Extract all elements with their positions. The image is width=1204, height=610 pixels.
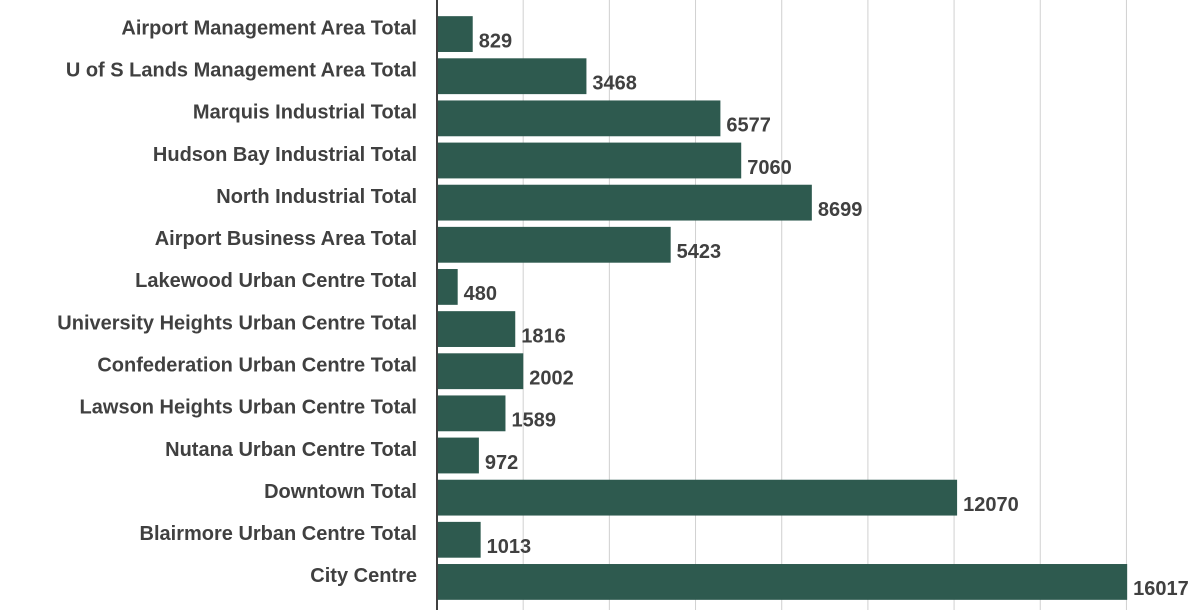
bar <box>437 395 506 432</box>
data-label: 480 <box>464 283 497 305</box>
data-label: 7060 <box>747 157 792 179</box>
y-tick-label: City Centre <box>310 565 417 587</box>
bar <box>437 269 458 305</box>
bar <box>437 58 587 95</box>
y-tick-label: Airport Management Area Total <box>121 17 417 39</box>
y-tick-label: Nutana Urban Centre Total <box>165 439 417 461</box>
bar <box>437 16 473 52</box>
y-tick-label: Confederation Urban Centre Total <box>97 354 417 376</box>
data-label: 6577 <box>726 115 771 137</box>
bar <box>437 142 742 179</box>
bar <box>437 479 958 516</box>
y-tick-label: Marquis Industrial Total <box>193 102 417 124</box>
bar <box>437 311 516 347</box>
y-tick-label: University Heights Urban Centre Total <box>57 312 417 334</box>
data-label: 5423 <box>677 241 722 263</box>
bar <box>437 100 721 137</box>
bar <box>437 437 479 474</box>
y-tick-label: Blairmore Urban Centre Total <box>140 523 417 545</box>
data-label: 16017 <box>1133 578 1189 600</box>
y-tick-label: Lakewood Urban Centre Total <box>135 270 417 292</box>
y-tick-label: Hudson Bay Industrial Total <box>153 144 417 166</box>
y-tick-label: Airport Business Area Total <box>155 228 417 250</box>
bar <box>437 521 481 558</box>
y-tick-label: Lawson Heights Urban Centre Total <box>80 397 417 419</box>
bar <box>437 353 524 390</box>
y-tick-label: North Industrial Total <box>216 186 417 208</box>
data-label: 1816 <box>521 325 566 347</box>
y-tick-label: Downtown Total <box>264 481 417 503</box>
data-label: 1013 <box>487 536 531 558</box>
bar <box>437 226 671 263</box>
data-label: 972 <box>485 452 518 474</box>
data-label: 1589 <box>511 410 556 432</box>
data-label: 829 <box>479 30 512 52</box>
y-tick-label: U of S Lands Management Area Total <box>66 59 417 81</box>
data-label: 2002 <box>529 367 574 389</box>
bar <box>437 564 1128 600</box>
data-label: 3468 <box>592 72 637 94</box>
bar <box>437 184 812 221</box>
data-label: 8699 <box>818 199 863 221</box>
data-label: 12070 <box>963 494 1019 516</box>
